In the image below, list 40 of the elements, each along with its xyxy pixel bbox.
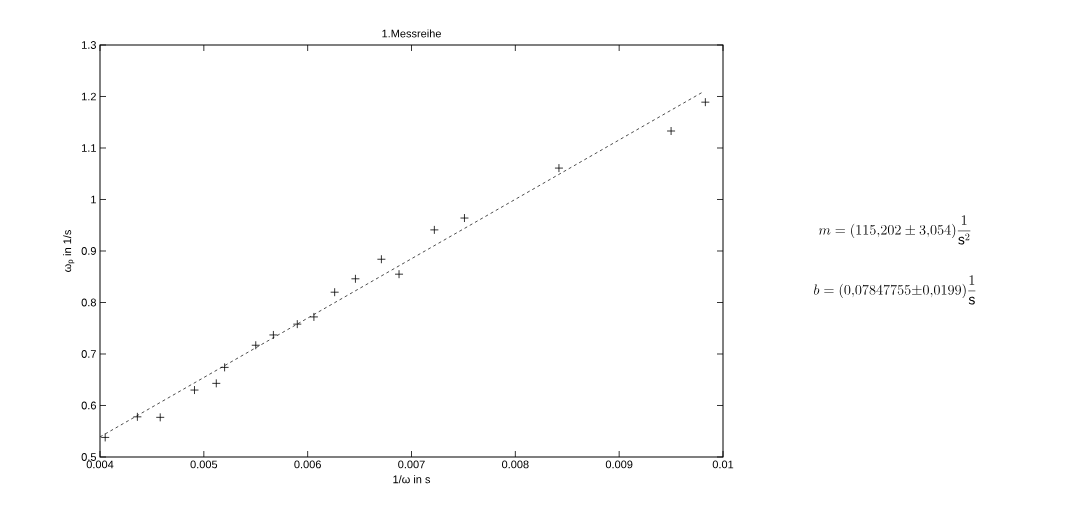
point: [132, 412, 142, 422]
x-tick-label: 0.007: [398, 460, 425, 469]
chart-title: 1.Messreihe: [382, 29, 441, 38]
point: [190, 385, 199, 395]
x-tick-label: 0.01: [712, 460, 734, 469]
point: [211, 378, 221, 388]
y-tick-label: 1.2: [82, 92, 96, 101]
y-tick-label: 1.3: [82, 41, 96, 49]
y-tick-label: 0.7: [81, 350, 96, 358]
point: [376, 254, 386, 264]
point: [460, 213, 469, 223]
point: [292, 319, 302, 329]
y-tick-label: 0.6: [81, 401, 96, 410]
y-tick-label: 0.9: [81, 247, 96, 255]
point: [100, 433, 110, 442]
point: [666, 126, 676, 136]
point: [309, 312, 319, 322]
x-tick-label: 0.008: [502, 460, 529, 469]
y-tick-label: 0.5: [81, 453, 96, 461]
point: [269, 330, 278, 340]
text: $b = (0{,}07847755{\pm}0{,}0199)\frac{1}{\mathrm{s}}$: [814, 275, 976, 305]
x-axis-title: 1/ω in s: [393, 475, 431, 484]
y-tick-label: 1.1: [82, 144, 96, 152]
point: [700, 97, 710, 107]
x-tick-label: 0.006: [294, 460, 321, 469]
y-tick-label: 0.8: [81, 298, 96, 307]
point: [394, 269, 404, 279]
point: [155, 412, 165, 422]
point: [220, 362, 229, 372]
point: [554, 163, 564, 173]
text: $m = (115{,}202 \pm 3{,}054)\frac{1}{\mathrm{s}^2}$: [818, 215, 971, 245]
point: [251, 340, 261, 350]
point: [351, 274, 360, 284]
point: [429, 225, 439, 235]
x-tick-label: 0.009: [605, 460, 633, 469]
x-tick-label: 0.004: [86, 460, 114, 469]
y-tick-label: 1: [91, 195, 96, 204]
point: [330, 287, 340, 297]
x-tick-label: 0.005: [190, 460, 218, 469]
y-axis-title: ω$_{p}$ in 1/s: [63, 230, 75, 272]
